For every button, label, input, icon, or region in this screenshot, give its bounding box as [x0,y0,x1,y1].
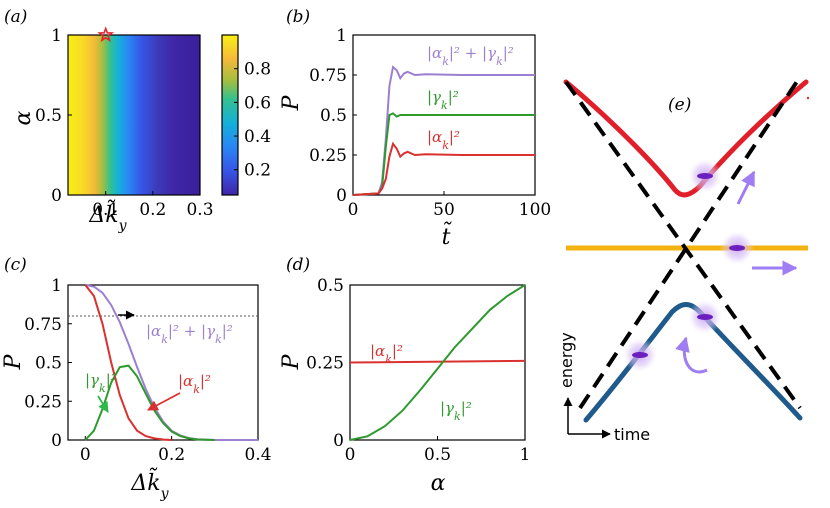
colorbar-tick-label: 0.4 [244,127,271,147]
panel-e-label: (e) [668,95,691,115]
panel-a-label: (a) [4,7,27,27]
panel-c-ticks: 0 0.2 0.4 0 0.25 0.5 0.75 1 [24,276,271,465]
panel-b-series-line [352,141,535,196]
colorbar-frame [221,34,239,196]
diabatic-line-2 [578,78,800,410]
particle-upper [688,159,722,193]
panel-b: (b) 0 50 100 0 0.25 0.5 0.75 1 t̃ P |αk|² + |γk… [279,7,551,250]
d-label-alpha: |αk|² [370,342,403,366]
panel-c-series-line [84,364,215,441]
panel-b-ytick-label: 0 [336,186,347,206]
panel-b-ytick-label: 0.75 [309,66,347,86]
panel-c-series [68,284,258,441]
panel-c-ytick-label: 0.25 [24,392,62,412]
panel-c-xtick-label: 0.2 [158,445,185,465]
stray-dot [806,96,810,100]
panel-b-series [352,65,535,196]
particle-flat [720,231,754,265]
panel-d-ytick-label: 0 [333,431,344,451]
heatmap-ylabel: α [11,110,36,125]
heatmap-ytick-label: 1 [51,26,62,46]
panel-b-ticks: 0 50 100 0 0.25 0.5 0.75 1 [309,26,551,220]
heatmap-ytick-label: 0.5 [35,106,62,126]
star-marker [97,26,115,43]
panel-c-frame [67,284,259,441]
b-label-gamma: |γk|² [427,88,459,112]
particle-lower-right [688,300,722,334]
panel-d-xtick-label: 0 [345,445,356,465]
panel-d-series-line [349,359,526,364]
heatmap-xtick-label: 0.3 [186,200,213,220]
panel-b-series-line [352,65,535,196]
colorbar-tick-label: 0.6 [244,93,271,113]
panel-c-ylabel: P [1,353,26,370]
c-label-gamma: |γk|² [85,371,117,395]
arrow-lower [675,336,708,374]
panel-b-xtick-label: 50 [433,200,455,220]
panel-b-xtick-label: 100 [519,200,551,220]
colorbar [222,35,238,195]
panel-c-ytick-label: 0.5 [35,354,62,374]
heatmap-ytick-label: 0 [51,186,62,206]
panel-b-ytick-label: 1 [336,26,347,46]
panel-d-ylabel: P [279,353,304,370]
panel-b-xtick-label: 0 [348,200,359,220]
heatmap-xlabel: Δk̃y [88,198,127,234]
heatmap-field [68,35,200,195]
b-label-alpha: |αk|² [427,128,460,152]
panel-d-xtick-label: 1 [520,445,531,465]
panel-c-series-line [84,284,172,441]
time-label: time [614,425,650,444]
panel-b-ylabel: P [279,94,304,111]
upper-band-red [563,79,809,198]
energy-label: energy [557,332,576,388]
heatmap-xtick-label: 0.1 [92,200,119,220]
panel-b-label: (b) [286,7,310,27]
panel-c-xtick-label: 0 [80,445,91,465]
panel-b-ytick-label: 0.25 [309,146,347,166]
panel-b-ytick-label: 0.5 [320,106,347,126]
panel-d-series-line [349,284,526,441]
panel-c-ytick-label: 0.75 [24,315,62,335]
b-label-sum: |αk|² + |γk|² [427,44,514,68]
panel-d-ytick-label: 0.5 [317,276,344,296]
d-label-gamma: |γk|² [440,399,472,423]
panel-d-ytick-label: 0.25 [306,354,344,374]
c-arrow-alpha [147,392,181,411]
panel-c-xlabel: Δk̃y [130,466,169,502]
panel-b-xlabel: t̃ [442,220,453,250]
panel-d-series [349,284,526,441]
panel-c-label: (c) [4,255,27,275]
arrow-upper [736,170,756,205]
panel-c-ytick-label: 1 [51,276,62,296]
panel-d: (d) 0 0.5 1 0 0.25 0.5 α P |αk|² |γk|² [279,255,530,496]
panel-a: (a) 0.1 0.2 0.3 0 0.5 1 Δk̃y α 0.2 0.4 0.6 0.8 [4,7,271,234]
particle-lower-left [623,338,657,372]
panel-d-xtick-label: 0.5 [424,445,451,465]
colorbar-ticks: 0.2 0.4 0.6 0.8 [234,60,271,181]
colorbar-tick-label: 0.8 [244,60,271,80]
diabatic-line-1 [564,80,802,410]
panel-c-xtick-label: 0.4 [244,445,271,465]
panel-c-ytick-label: 0 [51,431,62,451]
c-label-sum: |αk|² + |γk|² [146,322,233,346]
heatmap-xtick-label: 0.2 [139,200,166,220]
c-arrow-gamma [97,395,109,413]
panel-d-label: (d) [286,255,310,275]
panel-c: (c) 0 0.2 0.4 0 0.25 0.5 0.75 1 Δk̃y P |αk|² + … [1,255,272,502]
heatmap-ticks: 0.1 0.2 0.3 0 0.5 1 [35,26,214,220]
panel-d-ticks: 0 0.5 1 0 0.25 0.5 [306,276,530,465]
panel-d-xlabel: α [431,471,446,496]
colorbar-tick-label: 0.2 [244,161,271,181]
c-label-alpha: |αk|² [178,372,211,396]
panel-e: (e) energy time [557,78,810,444]
